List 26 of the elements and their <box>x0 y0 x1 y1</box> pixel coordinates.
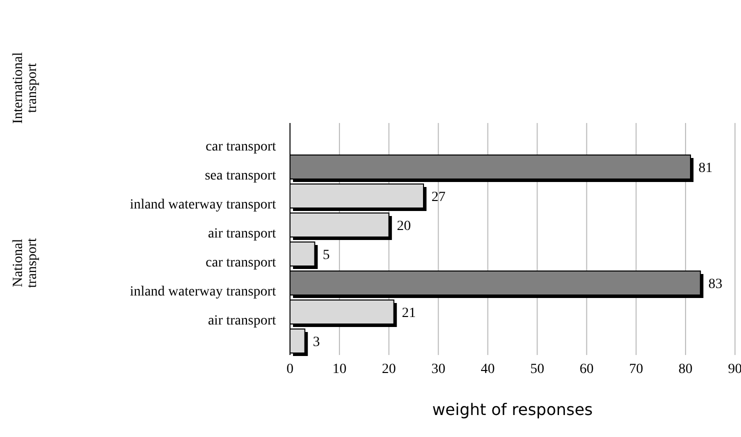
y-tick-label: air transport <box>208 226 276 242</box>
y-tick-label: inland waterway transport <box>130 197 276 212</box>
data-label: 83 <box>708 276 722 292</box>
data-label: 21 <box>402 306 416 321</box>
x-tick-label: 70 <box>629 362 644 377</box>
x-tick-label: 40 <box>480 362 495 377</box>
y-tick-label: sea transport <box>204 168 276 184</box>
y-tick-label: air transport <box>208 313 276 328</box>
y-tick-label: car transport <box>206 255 276 270</box>
text: National transport <box>11 237 40 290</box>
data-label: 27 <box>432 190 446 205</box>
x-tick-label: 30 <box>431 362 446 377</box>
x-tick-label: 80 <box>678 362 693 377</box>
text: International transport <box>11 51 40 126</box>
data-label: 81 <box>698 160 712 176</box>
data-label: 5 <box>322 248 330 263</box>
x-tick-label: 50 <box>530 362 544 377</box>
data-label: 3 <box>312 334 320 350</box>
x-tick-label: 10 <box>332 362 346 377</box>
x-tick-label: 60 <box>580 362 594 377</box>
x-axis-title: weight of responses <box>432 400 593 419</box>
x-tick-label: 20 <box>382 362 396 377</box>
x-tick-label: 0 <box>286 362 294 377</box>
y-tick-label: inland waterway transport <box>130 284 276 300</box>
y-tick-label: car transport <box>206 139 276 154</box>
data-label: 20 <box>396 218 411 234</box>
